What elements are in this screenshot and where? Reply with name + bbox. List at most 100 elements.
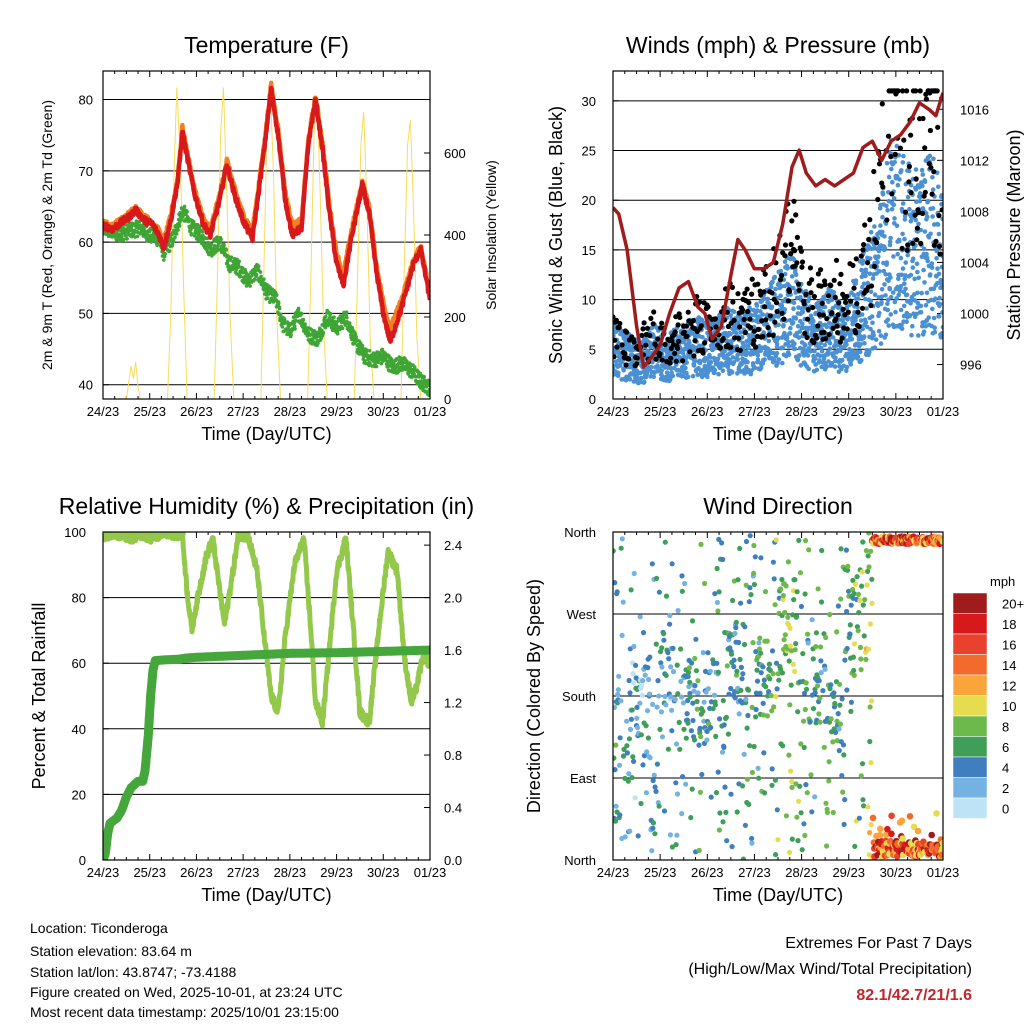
latlon-text: Station lat/lon: 43.8747; -73.4188 — [30, 964, 237, 980]
direction-point — [852, 581, 859, 587]
wind-point — [855, 354, 861, 360]
direction-point — [670, 669, 677, 675]
gust-point — [859, 305, 866, 311]
wind-point — [873, 337, 879, 342]
gust-point — [853, 256, 859, 262]
direction-point — [688, 728, 695, 734]
wind-point — [885, 317, 891, 322]
humidity-plot — [103, 532, 430, 860]
gust-point — [839, 335, 845, 341]
gust-point — [853, 330, 859, 336]
direction-point — [667, 621, 673, 627]
direction-point — [666, 656, 672, 662]
direction-point — [793, 781, 799, 787]
gust-point — [850, 262, 856, 268]
dewpoint-point — [219, 237, 223, 241]
direction-point — [730, 597, 736, 604]
wind-point — [821, 356, 827, 362]
humidity-frame: 24/23 25/23 26/23 27/23 28/23 29/23 30/23 01/23… — [29, 493, 474, 905]
gust-point — [653, 356, 659, 362]
wind-point — [766, 338, 772, 344]
gust-point — [683, 323, 690, 329]
direction-point — [694, 706, 700, 712]
wind-point — [780, 360, 785, 366]
direction-point — [736, 711, 742, 717]
gust-point — [788, 241, 794, 248]
wind-point — [787, 331, 793, 336]
wind-point — [819, 349, 825, 354]
direction-point — [847, 622, 853, 628]
gust-point — [807, 265, 814, 271]
direction-point — [809, 809, 815, 815]
direction-point — [906, 813, 914, 820]
y-axis-label: 2m & 9m T (Red, Orange) & 2m Td (Green) — [39, 100, 55, 370]
direction-point — [772, 777, 779, 783]
wind-point — [776, 335, 781, 341]
direction-point — [686, 684, 692, 690]
direction-point — [797, 570, 804, 576]
direction-point — [622, 834, 628, 840]
wind-point — [644, 370, 650, 375]
wind-point — [898, 255, 904, 261]
dewpoint-point — [299, 312, 304, 316]
direction-point — [826, 778, 832, 784]
dewpoint-point — [182, 204, 187, 209]
direction-point — [711, 692, 718, 698]
x-tick-label: 25/23 — [644, 865, 677, 880]
direction-point — [846, 588, 852, 594]
wind-point — [908, 218, 914, 224]
wind-point — [868, 298, 874, 304]
wind-point — [931, 286, 937, 292]
direction-point — [830, 809, 836, 816]
colorbar-label: 8 — [1002, 719, 1009, 734]
direction-point — [734, 668, 740, 675]
colorbar-label: 0 — [1002, 801, 1009, 816]
gust-point — [751, 338, 757, 344]
wind-point — [937, 295, 942, 301]
wind-point — [862, 341, 867, 346]
wind-point — [872, 345, 878, 350]
direction-point — [766, 661, 773, 667]
wind-point — [925, 214, 930, 220]
direction-point — [680, 700, 687, 706]
direction-point — [866, 564, 872, 570]
direction-point — [766, 689, 772, 695]
wind-point — [754, 303, 760, 308]
direction-point — [705, 650, 711, 656]
gust-point — [624, 329, 630, 335]
direction-point — [731, 657, 737, 663]
wind-point — [901, 313, 907, 319]
direction-point — [801, 744, 807, 751]
direction-point — [618, 545, 624, 551]
direction-point — [682, 580, 688, 587]
gust-point — [741, 316, 747, 323]
x-tick-label: 28/23 — [274, 865, 307, 880]
wind-point — [690, 373, 696, 379]
gust-point — [634, 361, 640, 367]
dewpoint-point — [237, 259, 241, 264]
wind-point — [800, 325, 806, 331]
direction-point — [801, 718, 807, 724]
gust-point — [712, 316, 719, 322]
gust-point — [906, 163, 913, 170]
dewpoint-point — [174, 232, 179, 236]
gust-point — [761, 289, 767, 295]
x-tick-label: 27/23 — [738, 404, 771, 419]
wind-point — [930, 214, 935, 219]
direction-point — [669, 707, 675, 713]
wind-point — [898, 283, 904, 289]
y2-tick-label: 1008 — [960, 204, 989, 219]
direction-point — [772, 602, 778, 608]
direction-point — [801, 690, 808, 696]
wind-point — [917, 191, 923, 196]
wind-point — [739, 361, 744, 367]
wind-point — [934, 255, 939, 261]
direction-point — [763, 684, 769, 690]
direction-point — [828, 682, 834, 688]
wind-point — [930, 175, 935, 180]
gust-point — [914, 237, 920, 243]
direction-point — [676, 719, 682, 726]
direction-point — [755, 765, 761, 771]
direction-point — [754, 678, 761, 684]
gust-point — [815, 271, 822, 277]
